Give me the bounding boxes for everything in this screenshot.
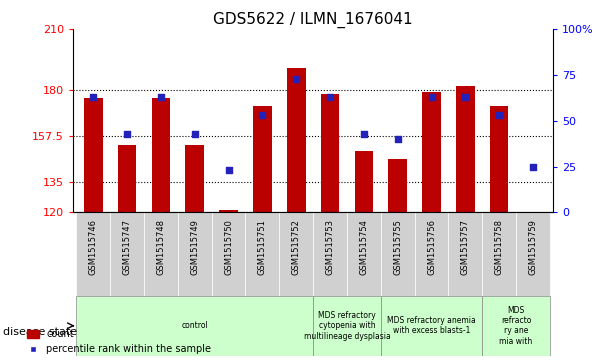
Bar	[456, 86, 475, 212]
FancyBboxPatch shape	[516, 212, 550, 296]
Point	[156, 94, 166, 100]
Point	[359, 131, 368, 136]
Text: GSM1515750: GSM1515750	[224, 219, 233, 275]
Title: GDS5622 / ILMN_1676041: GDS5622 / ILMN_1676041	[213, 12, 413, 28]
FancyBboxPatch shape	[313, 296, 381, 356]
Bar	[287, 68, 305, 212]
FancyBboxPatch shape	[279, 212, 313, 296]
Point	[325, 94, 335, 100]
Point	[460, 94, 470, 100]
Bar	[118, 145, 136, 212]
Bar	[389, 159, 407, 212]
Bar	[185, 145, 204, 212]
FancyBboxPatch shape	[110, 212, 144, 296]
FancyBboxPatch shape	[381, 212, 415, 296]
Point	[528, 164, 538, 170]
Text: disease state: disease state	[3, 327, 77, 337]
Text: MDS
refracto
ry ane
mia with: MDS refracto ry ane mia with	[499, 306, 533, 346]
Text: GSM1515752: GSM1515752	[292, 219, 301, 275]
Point	[190, 131, 199, 136]
Text: GSM1515759: GSM1515759	[528, 219, 537, 275]
Bar	[422, 92, 441, 212]
Bar	[354, 151, 373, 212]
Text: MDS refractory
cytopenia with
multilineage dysplasia: MDS refractory cytopenia with multilinea…	[303, 311, 390, 340]
Point	[494, 112, 504, 118]
Bar	[219, 210, 238, 212]
Text: control: control	[181, 321, 208, 330]
FancyBboxPatch shape	[178, 212, 212, 296]
Text: GSM1515755: GSM1515755	[393, 219, 402, 275]
Point	[291, 76, 301, 81]
Point	[258, 112, 268, 118]
Bar	[253, 106, 272, 212]
FancyBboxPatch shape	[77, 296, 313, 356]
FancyBboxPatch shape	[347, 212, 381, 296]
Text: GSM1515757: GSM1515757	[461, 219, 470, 275]
Point	[427, 94, 437, 100]
FancyBboxPatch shape	[246, 212, 279, 296]
Text: MDS refractory anemia
with excess blasts-1: MDS refractory anemia with excess blasts…	[387, 316, 476, 335]
FancyBboxPatch shape	[381, 296, 482, 356]
Point	[224, 167, 233, 173]
Point	[88, 94, 98, 100]
FancyBboxPatch shape	[77, 212, 110, 296]
Bar	[84, 98, 103, 212]
FancyBboxPatch shape	[212, 212, 246, 296]
Point	[122, 131, 132, 136]
FancyBboxPatch shape	[144, 212, 178, 296]
Point	[393, 136, 402, 142]
FancyBboxPatch shape	[482, 296, 550, 356]
Text: GSM1515746: GSM1515746	[89, 219, 98, 275]
Text: GSM1515758: GSM1515758	[495, 219, 503, 275]
Text: GSM1515756: GSM1515756	[427, 219, 436, 275]
FancyBboxPatch shape	[482, 212, 516, 296]
Text: GSM1515749: GSM1515749	[190, 219, 199, 275]
Bar	[321, 94, 339, 212]
Text: GSM1515751: GSM1515751	[258, 219, 267, 275]
FancyBboxPatch shape	[415, 212, 449, 296]
Text: GSM1515753: GSM1515753	[325, 219, 334, 275]
FancyBboxPatch shape	[313, 212, 347, 296]
Bar	[490, 106, 508, 212]
Legend: count, percentile rank within the sample: count, percentile rank within the sample	[23, 326, 215, 358]
FancyBboxPatch shape	[449, 212, 482, 296]
Text: GSM1515748: GSM1515748	[156, 219, 165, 275]
Text: GSM1515747: GSM1515747	[123, 219, 131, 275]
Text: GSM1515754: GSM1515754	[359, 219, 368, 275]
Bar	[151, 98, 170, 212]
